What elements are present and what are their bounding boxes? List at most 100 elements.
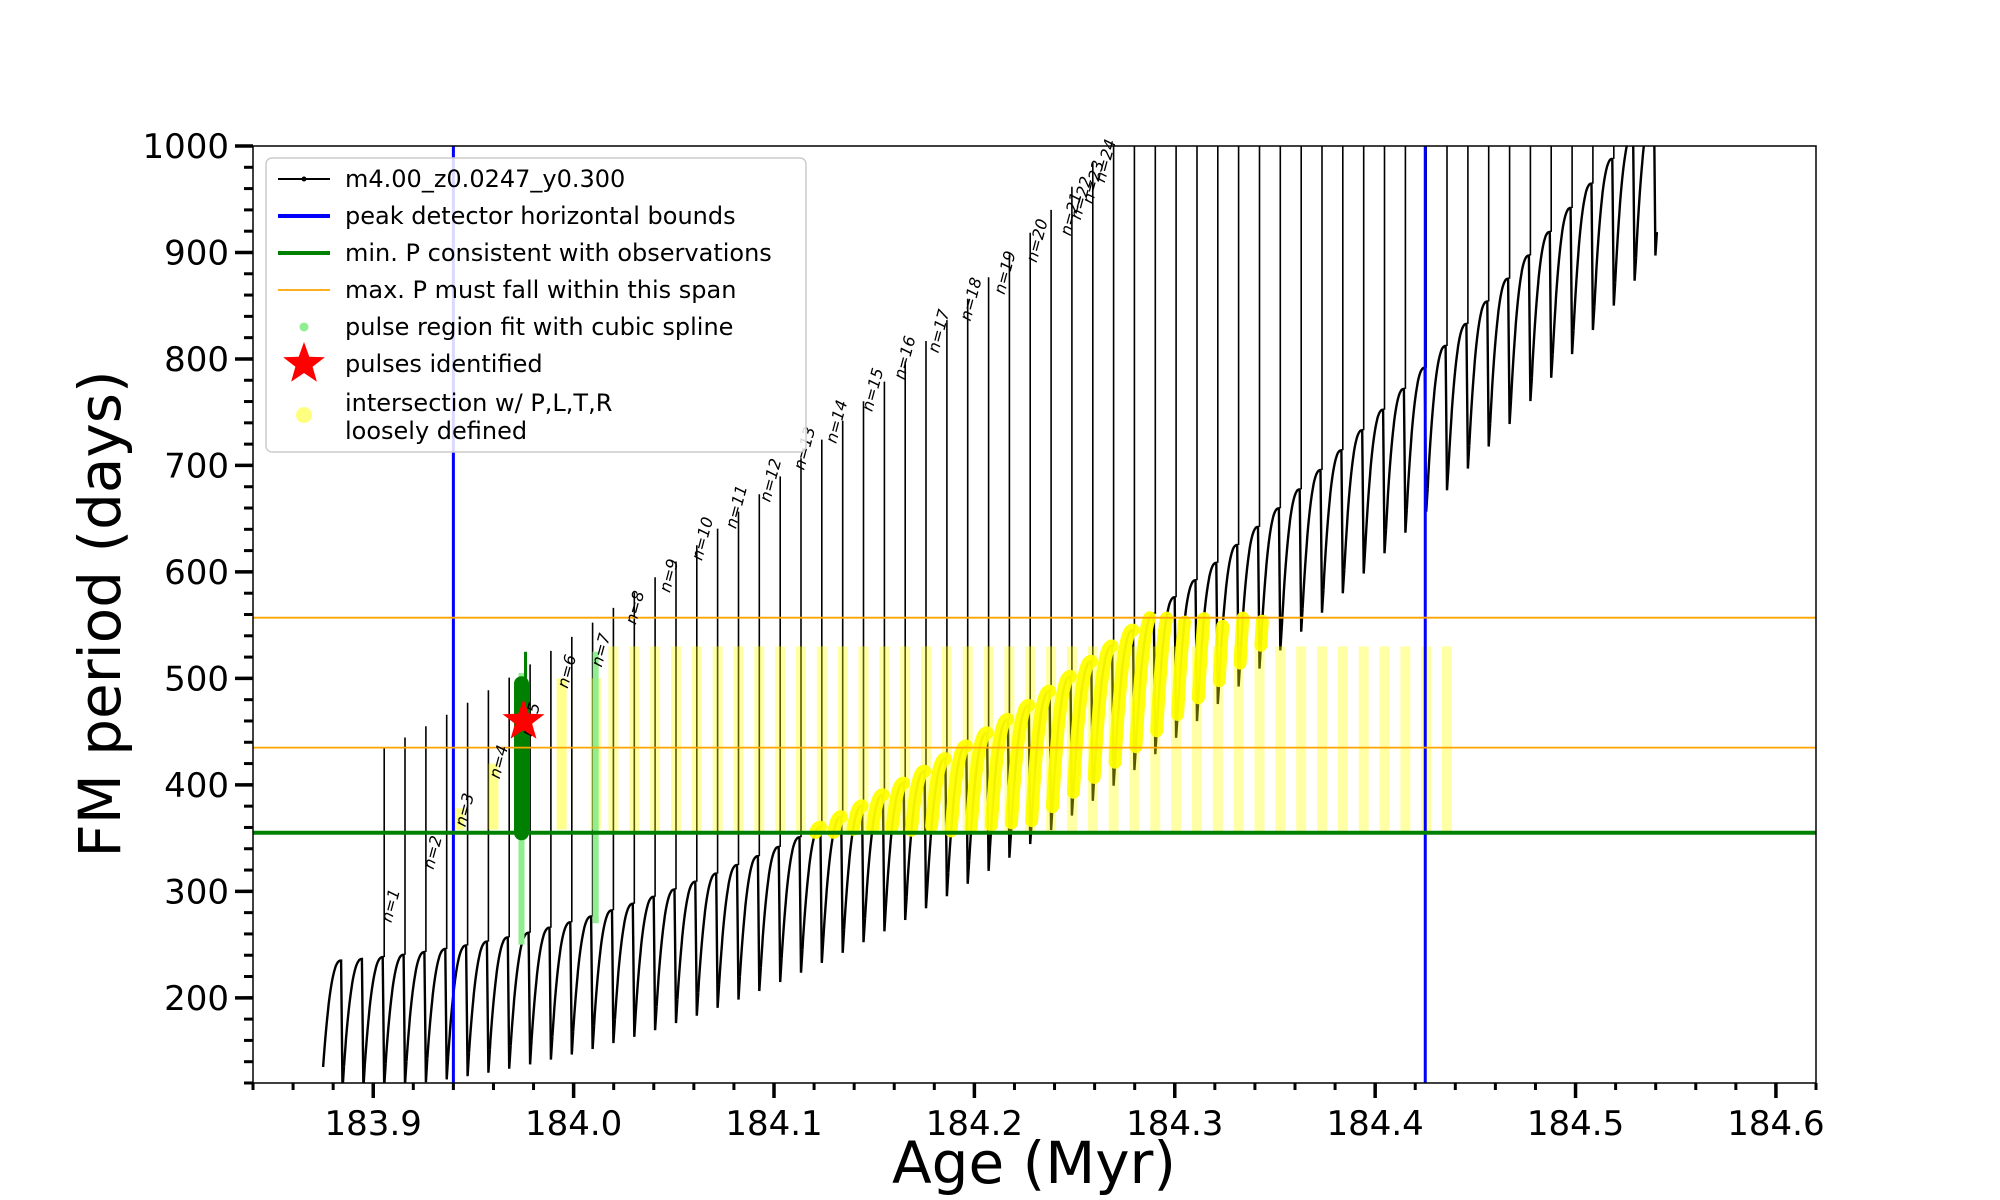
pulse-track-segment — [1447, 322, 1471, 469]
pulse-track-segment — [1301, 468, 1325, 613]
pulse-track-segment — [634, 895, 658, 1031]
intersection-segment — [1191, 612, 1211, 705]
intersection-segment — [1108, 623, 1140, 769]
intersection-segment — [1150, 611, 1173, 738]
x-tick-label: 184.3 — [1126, 1104, 1223, 1144]
intersection-segment — [1087, 639, 1119, 784]
legend-swatch-star — [283, 342, 325, 382]
pulse-track-segment — [738, 855, 762, 992]
legend-box — [265, 157, 807, 453]
x-tick-label: 184.5 — [1527, 1104, 1624, 1144]
intersection-segment — [905, 764, 932, 837]
pulse-track-segment — [697, 872, 721, 1008]
pulse-track-segment — [1343, 428, 1367, 574]
intersection-segment — [1046, 670, 1077, 814]
intersection-segment — [984, 712, 1015, 832]
y-tick-label: 800 — [164, 340, 229, 380]
legend-label: intersection w/ P,L,T,R — [345, 389, 612, 417]
pulse-track-segment — [1259, 506, 1283, 651]
legend-swatch-dot — [299, 322, 309, 332]
pulse-track-segment — [676, 880, 700, 1016]
y-tick-label: 500 — [164, 659, 229, 699]
x-tick-label: 184.6 — [1727, 1104, 1824, 1144]
intersection-segment — [925, 752, 952, 833]
pulse-track-segment — [509, 931, 533, 1065]
legend-label: min. P consistent with observations — [345, 239, 772, 267]
plot-area — [321, 146, 1659, 1083]
pulse-track-segment — [592, 908, 617, 1044]
pulse-track-segment — [1363, 408, 1388, 554]
x-axis: 183.9 184.0 184.1 184.2 184.3 184.4 184.5 184.6 — [251, 1083, 1825, 1144]
intersection-segment — [1212, 619, 1230, 688]
pulse-identified-star — [502, 699, 545, 739]
intersection-segment — [1129, 611, 1157, 754]
pulse-track-segment — [426, 947, 450, 1080]
legend-label: max. P must fall within this span — [345, 276, 736, 304]
y-tick-label: 700 — [164, 446, 229, 486]
x-tick-label: 184.4 — [1326, 1104, 1423, 1144]
pulse-track-segment — [1426, 344, 1450, 491]
legend-label: peak detector horizontal bounds — [345, 202, 736, 230]
legend-swatch-dot — [296, 407, 312, 423]
legend-label: pulse region fit with cubic spline — [345, 313, 733, 341]
intersection-segment — [866, 788, 890, 835]
pulse-track-segment — [447, 944, 471, 1077]
reference-lines — [253, 146, 1816, 1083]
pulse-track-segment — [405, 950, 429, 1083]
pulse-track-segment — [1384, 387, 1408, 533]
highlight-markers — [502, 699, 545, 739]
intersection-segment — [846, 799, 869, 836]
y-tick-label: 300 — [164, 872, 229, 912]
intersection-segment — [1066, 654, 1098, 799]
y-tick-label: 600 — [164, 553, 229, 593]
pulse-track-segment — [551, 921, 575, 1055]
x-tick-label: 183.9 — [325, 1104, 422, 1144]
x-axis-label: Age (Myr) — [892, 1129, 1176, 1197]
pulse-track-segment — [321, 959, 346, 1083]
legend-label: pulses identified — [345, 350, 543, 378]
pulse-track-segment — [1468, 300, 1492, 447]
pulse-track-segment — [1634, 146, 1659, 258]
pulse-track-segment — [613, 902, 637, 1037]
y-axis-label: FM period (days) — [66, 370, 134, 857]
pulse-track-segment — [572, 915, 596, 1050]
pulse-track-segment — [1572, 182, 1596, 331]
pulse-track-segment — [1551, 206, 1575, 355]
intersection-segment — [964, 726, 994, 835]
x-tick-label: 184.1 — [725, 1104, 822, 1144]
pulse-track-segment — [1322, 448, 1346, 594]
y-axis: 200 300 400 500 600 700 800 900 1000 — [142, 127, 253, 1085]
pulse-track-segment — [1489, 277, 1513, 425]
intersection-segment — [1171, 615, 1191, 721]
pulse-track-segment — [363, 955, 387, 1083]
legend-swatch-marker — [301, 176, 307, 182]
pulse-track-segment — [467, 940, 492, 1073]
pulse-track-segment — [488, 936, 512, 1069]
pulse-track-segment — [780, 836, 804, 973]
y-tick-label: 1000 — [142, 127, 229, 167]
intersection-segment — [809, 820, 827, 839]
intersection-series — [454, 611, 1452, 839]
intersection-segment — [885, 776, 911, 835]
intersection-segment — [1025, 684, 1057, 828]
pulse-track-segment — [759, 845, 783, 983]
pulse-track-segment — [384, 953, 408, 1083]
intersection-segment — [1233, 611, 1250, 670]
pulse-track-segment — [655, 888, 679, 1024]
legend-label: loosely defined — [345, 417, 527, 445]
legend-label: m4.00_z0.0247_y0.300 — [345, 165, 625, 193]
intersection-segment — [1254, 614, 1269, 652]
x-tick-label: 184.0 — [525, 1104, 622, 1144]
intersection-segment — [1005, 698, 1036, 830]
pulse-track-segment — [1405, 366, 1429, 512]
pulse-track-segment — [1530, 230, 1554, 378]
y-tick-label: 900 — [164, 233, 229, 273]
y-tick-label: 400 — [164, 766, 229, 806]
x-tick-label: 184.2 — [926, 1104, 1023, 1144]
pulse-track-segment — [1614, 146, 1638, 283]
pulse-track-segment — [530, 926, 554, 1060]
y-tick-label: 200 — [164, 979, 229, 1019]
pulse-track-segment — [1280, 488, 1304, 632]
